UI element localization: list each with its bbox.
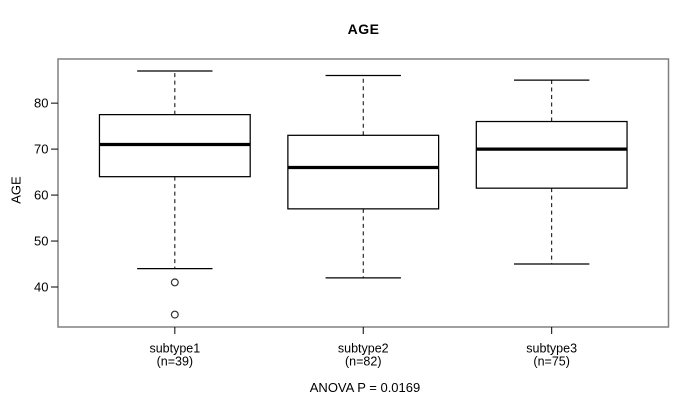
iqr-box	[475, 120, 628, 189]
group-label: subtype3	[526, 342, 577, 356]
group-sublabel: (n=39)	[157, 355, 193, 369]
group-sublabel: (n=82)	[345, 355, 381, 369]
y-tick-label: 70	[34, 142, 48, 157]
y-tick-label: 40	[34, 280, 48, 295]
chart-title: AGE	[347, 21, 380, 37]
group-label: subtype1	[149, 342, 200, 356]
group-label: subtype2	[338, 342, 389, 356]
outlier-point	[170, 278, 179, 287]
y-tick-label: 80	[34, 96, 48, 111]
y-tick-label: 60	[34, 188, 48, 203]
y-tick-label: 50	[34, 234, 48, 249]
outlier-point	[170, 310, 179, 319]
anova-annotation: ANOVA P = 0.0169	[309, 380, 421, 395]
group-sublabel: (n=75)	[533, 355, 569, 369]
iqr-box	[287, 134, 440, 210]
